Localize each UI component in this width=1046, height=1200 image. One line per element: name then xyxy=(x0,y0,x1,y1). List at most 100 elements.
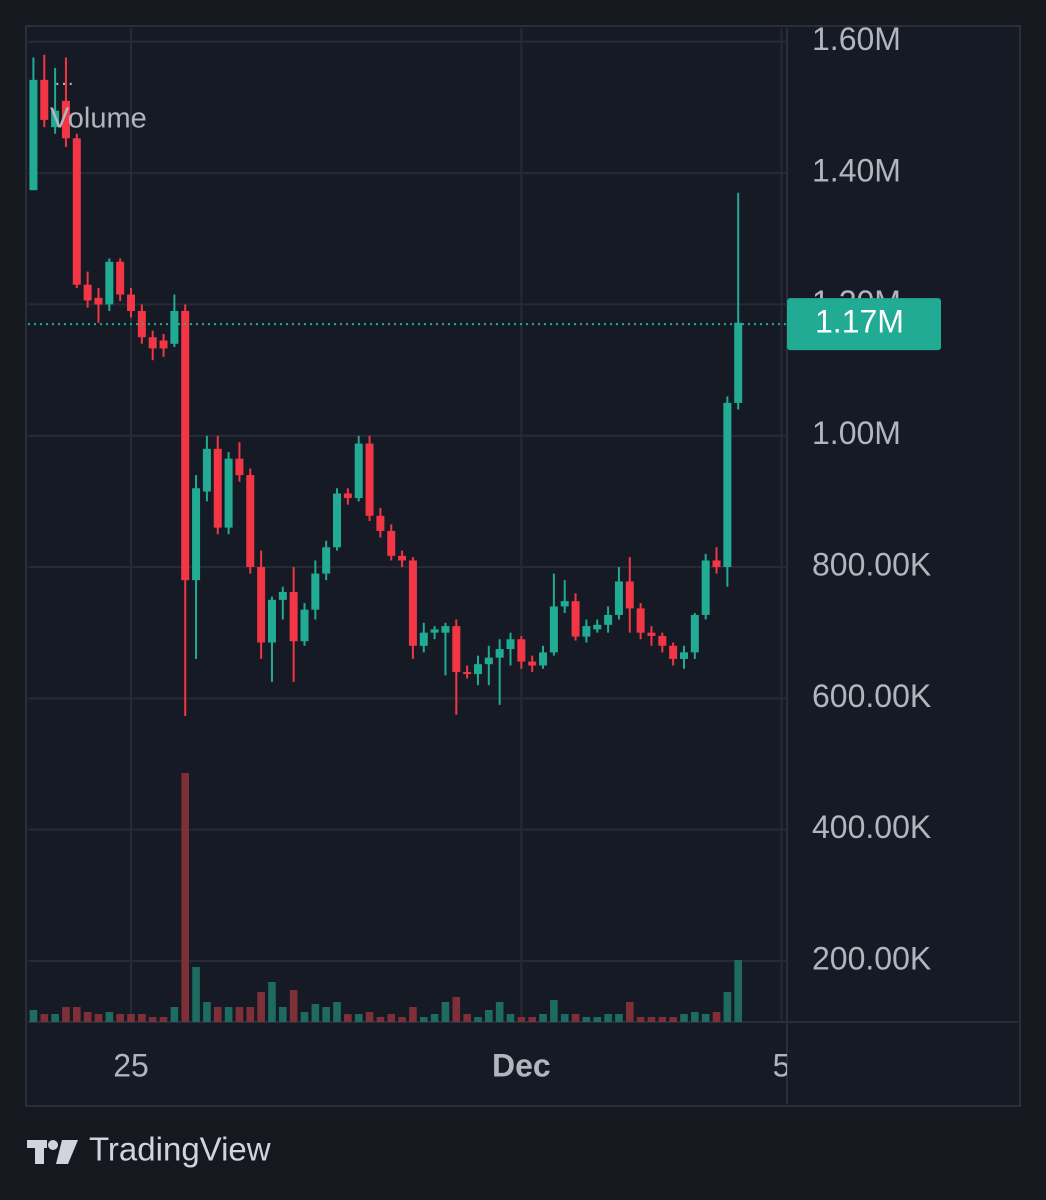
candle-body xyxy=(278,591,287,600)
candle-body xyxy=(289,591,298,642)
candle-body xyxy=(94,297,103,305)
candle-body xyxy=(463,672,472,675)
candle-body xyxy=(636,608,645,633)
candle-body xyxy=(582,626,591,637)
candles xyxy=(29,54,743,717)
volume-bar xyxy=(701,1014,710,1022)
candle-body xyxy=(625,581,634,609)
volume-bar xyxy=(344,1014,352,1022)
volume-bar xyxy=(474,1017,482,1022)
volume-bar xyxy=(463,1014,471,1022)
volume-bar xyxy=(398,1017,406,1022)
candle-body xyxy=(354,443,363,499)
volume-bar xyxy=(615,1014,623,1022)
x-axis: 25 Dec 5 xyxy=(113,1047,787,1083)
candle-body xyxy=(267,599,276,643)
y-tick-label: 200.00K xyxy=(812,940,931,976)
candle-body xyxy=(343,493,352,499)
volume-bar xyxy=(29,1010,38,1022)
volume-bar xyxy=(170,1007,179,1022)
y-tick-label: 1.00M xyxy=(812,415,901,451)
volume-bar xyxy=(376,1017,385,1022)
volume-bar xyxy=(723,992,732,1022)
volume-bar xyxy=(506,1014,515,1022)
brand-logo xyxy=(27,1140,78,1164)
y-tick-label: 1.40M xyxy=(812,153,901,189)
volume-bar xyxy=(430,1014,439,1022)
volume-bar xyxy=(213,1007,222,1022)
volume-bar xyxy=(539,1014,547,1022)
legend-dots: ··· xyxy=(54,72,74,94)
candle-body xyxy=(365,443,374,516)
volume-bar xyxy=(625,1002,634,1022)
volume-bar xyxy=(148,1017,157,1022)
candle-body xyxy=(473,664,482,675)
y-tick-label: 600.00K xyxy=(812,678,931,714)
volume-bar xyxy=(582,1017,591,1022)
candle-body xyxy=(593,624,602,630)
volume-bar xyxy=(658,1017,667,1022)
volume-bar xyxy=(593,1017,602,1022)
candle-body xyxy=(441,626,450,633)
candle-body xyxy=(29,79,38,191)
volume-bar xyxy=(257,992,265,1022)
candle-body xyxy=(105,261,114,305)
candle-body xyxy=(235,458,244,476)
candle-body xyxy=(202,448,211,492)
volume-bar xyxy=(691,1012,699,1022)
candle-body xyxy=(213,448,222,528)
candle-body xyxy=(690,614,699,653)
volume-bar xyxy=(105,1012,114,1022)
volume-bar xyxy=(127,1014,135,1022)
candle-body xyxy=(539,652,548,666)
candle-body xyxy=(408,560,417,646)
volume-bar xyxy=(322,1007,330,1022)
candle-body xyxy=(734,322,743,403)
volume-bar xyxy=(268,982,276,1022)
volume-bar xyxy=(441,1002,450,1022)
volume-bar xyxy=(116,1014,124,1022)
volume-bar xyxy=(138,1014,146,1022)
volume-bar xyxy=(680,1014,688,1022)
volume-bar xyxy=(279,1007,287,1022)
candle-body xyxy=(51,110,60,128)
volume-bar xyxy=(94,1014,103,1022)
volume-bar xyxy=(495,1002,504,1022)
candle-body xyxy=(419,632,428,646)
volume-bar xyxy=(289,990,298,1022)
candle-body xyxy=(224,458,233,528)
candle-body xyxy=(679,652,688,659)
brand-name: TradingView xyxy=(89,1131,271,1168)
volume-bar xyxy=(192,967,200,1022)
candle-body xyxy=(723,402,732,568)
volume-bar xyxy=(550,1000,558,1022)
candle-body xyxy=(604,614,613,625)
volume-bar xyxy=(647,1017,656,1022)
candle-body xyxy=(560,601,569,607)
candle-body xyxy=(116,261,125,295)
candle-body xyxy=(387,530,396,556)
chart-panel xyxy=(25,25,1021,1107)
candle-body xyxy=(484,657,493,665)
volume-bar xyxy=(235,1007,244,1022)
candle-body xyxy=(701,560,710,615)
last-price-badge xyxy=(787,298,941,351)
volume-pane xyxy=(29,773,743,1022)
volume-bar xyxy=(734,960,743,1022)
volume-bar xyxy=(333,1002,341,1022)
candle-body xyxy=(333,493,342,548)
y-tick-label: 1.60M xyxy=(812,21,901,57)
candle-body xyxy=(571,601,580,637)
candle-body xyxy=(127,294,136,311)
x-tick-label: Dec xyxy=(492,1047,551,1083)
candle-body xyxy=(72,138,81,285)
volume-bar xyxy=(365,1012,374,1022)
candle-body xyxy=(506,639,515,650)
axes: 1.60M1.40M1.20M1.00M800.00K600.00K400.00… xyxy=(28,21,941,976)
candle-body xyxy=(495,649,504,658)
candle-body xyxy=(669,645,678,659)
last-price-label: 1.17M xyxy=(815,304,904,340)
candle-body xyxy=(322,547,331,574)
candle-body xyxy=(181,310,190,581)
